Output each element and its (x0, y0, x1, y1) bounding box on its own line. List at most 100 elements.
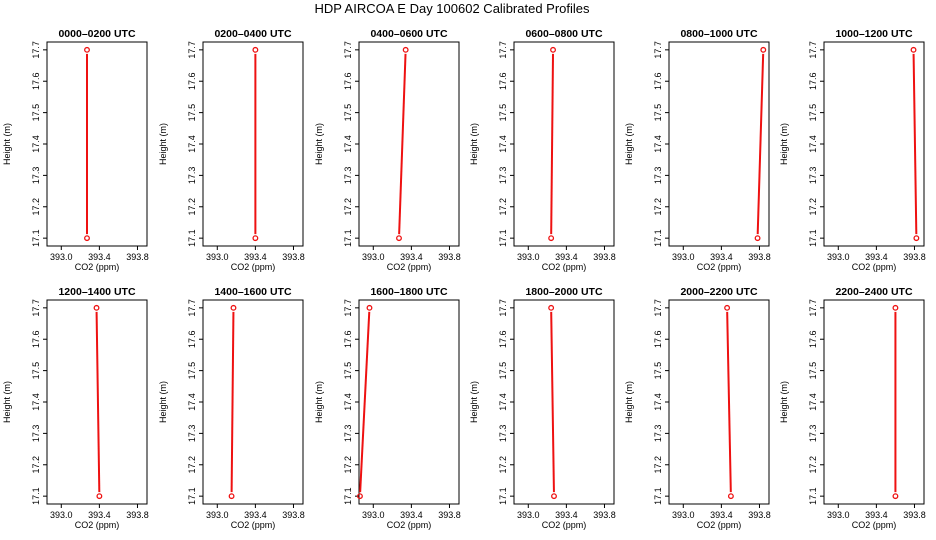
x-tick-label: 393.4 (555, 510, 578, 520)
x-tick-label: 393.8 (126, 252, 149, 262)
y-axis-label: Height (m) (2, 123, 12, 165)
y-tick-label: 17.2 (808, 198, 818, 216)
x-tick-label: 393.0 (362, 510, 385, 520)
y-tick-label: 17.1 (808, 487, 818, 505)
plot-frame (202, 299, 304, 505)
x-tick-label: 393.8 (748, 252, 771, 262)
y-tick-label: 17.2 (653, 456, 663, 474)
y-tick-label: 17.6 (653, 72, 663, 90)
x-tick-label: 393.4 (400, 252, 423, 262)
profile-panel: 0800–1000 UTC 393.0 393.4 393.8 17.1 17.2 17.3… (624, 28, 771, 272)
y-tick-label: 17.1 (343, 229, 353, 247)
y-tick-label: 17.4 (498, 393, 508, 411)
y-tick-label: 17.1 (343, 487, 353, 505)
profile-line (359, 311, 371, 493)
y-tick-label: 17.2 (808, 456, 818, 474)
y-tick-label: 17.4 (343, 135, 353, 153)
x-tick-label: 393.8 (903, 252, 926, 262)
profile-point (96, 493, 103, 500)
y-tick-label: 17.2 (343, 456, 353, 474)
profile-panel: 1000–1200 UTC 393.0 393.4 393.8 17.1 17.2 17.3… (779, 28, 926, 272)
y-tick-label: 17.3 (653, 425, 663, 443)
y-tick-label: 17.1 (808, 229, 818, 247)
profile-point (366, 304, 373, 311)
y-tick-label: 17.2 (653, 198, 663, 216)
y-tick-label: 17.7 (187, 41, 197, 59)
x-tick-label: 393.4 (865, 510, 888, 520)
x-tick-label: 393.8 (748, 510, 771, 520)
profile-point (727, 493, 734, 500)
x-tick-label: 393.8 (438, 510, 461, 520)
y-axis-label: Height (m) (779, 123, 789, 165)
panel-title: 1600–1800 UTC (370, 286, 447, 298)
y-tick-label: 17.4 (653, 135, 663, 153)
x-tick-label: 393.0 (827, 252, 850, 262)
x-tick-label: 393.8 (593, 510, 616, 520)
panel-grid: 0000–0200 UTC 393.0 393.4 393.8 17.1 17.2 17.3… (2, 28, 926, 530)
panel-title: 0800–1000 UTC (680, 28, 757, 40)
y-tick-label: 17.7 (653, 41, 663, 59)
y-tick-label: 17.6 (653, 330, 663, 348)
x-tick-label: 393.0 (50, 252, 73, 262)
y-tick-label: 17.3 (653, 167, 663, 185)
y-tick-label: 17.2 (498, 198, 508, 216)
x-axis-label: CO2 (ppm) (542, 262, 587, 272)
panel-title: 0000–0200 UTC (58, 28, 135, 40)
profile-point (84, 46, 90, 53)
y-tick-label: 17.5 (498, 104, 508, 122)
y-tick-label: 17.6 (343, 330, 353, 348)
profile-line (550, 53, 555, 235)
profile-panel: 2200–2400 UTC 393.0 393.4 393.8 17.1 17.2 17.3… (779, 286, 926, 530)
x-axis-label: CO2 (ppm) (697, 520, 742, 530)
y-tick-label: 17.6 (808, 330, 818, 348)
panel-title: 2000–2200 UTC (680, 286, 757, 298)
y-tick-label: 17.1 (187, 229, 197, 247)
plot-frame (668, 299, 770, 505)
y-axis-label: Height (m) (624, 123, 634, 165)
y-tick-label: 17.5 (343, 104, 353, 122)
x-tick-label: 393.0 (517, 510, 540, 520)
x-tick-label: 393.0 (672, 510, 695, 520)
profile-point (252, 235, 259, 242)
y-tick-label: 17.7 (498, 299, 508, 317)
y-tick-label: 17.7 (31, 41, 41, 59)
profile-panel: 0600–0800 UTC 393.0 393.4 393.8 17.1 17.2 17.3… (469, 28, 616, 272)
profile-line (550, 311, 555, 493)
y-tick-label: 17.3 (498, 167, 508, 185)
x-axis-label: CO2 (ppm) (75, 262, 120, 272)
y-tick-label: 17.7 (808, 41, 818, 59)
profile-point (548, 235, 555, 242)
profile-point (892, 493, 899, 500)
y-tick-label: 17.1 (31, 229, 41, 247)
panel-title: 0600–0800 UTC (525, 28, 602, 40)
y-tick-label: 17.3 (187, 167, 197, 185)
panel-title: 0400–0600 UTC (370, 28, 447, 40)
profile-point (252, 46, 259, 53)
y-tick-label: 17.5 (653, 104, 663, 122)
plot-frame (358, 41, 460, 247)
y-tick-label: 17.2 (498, 456, 508, 474)
y-tick-label: 17.3 (808, 167, 818, 185)
y-axis-label: Height (m) (624, 381, 634, 423)
y-tick-label: 17.6 (498, 330, 508, 348)
x-tick-label: 393.4 (244, 252, 267, 262)
y-axis-label: Height (m) (158, 381, 168, 423)
y-tick-label: 17.4 (31, 135, 41, 153)
y-tick-label: 17.6 (343, 72, 353, 90)
profile-point (754, 235, 761, 242)
y-tick-label: 17.5 (31, 104, 41, 122)
y-tick-label: 17.7 (187, 299, 197, 317)
x-tick-label: 393.4 (244, 510, 267, 520)
y-tick-label: 17.4 (343, 393, 353, 411)
y-tick-label: 17.1 (498, 229, 508, 247)
y-tick-label: 17.2 (31, 456, 41, 474)
profile-line (912, 53, 918, 235)
y-tick-label: 17.6 (808, 72, 818, 90)
x-axis-label: CO2 (ppm) (231, 262, 276, 272)
profile-point (396, 235, 402, 242)
y-tick-label: 17.5 (653, 362, 663, 380)
y-tick-label: 17.3 (343, 167, 353, 185)
profile-panel: 1400–1600 UTC 393.0 393.4 393.8 17.1 17.2 17.3… (158, 286, 305, 530)
profile-point (84, 235, 90, 242)
